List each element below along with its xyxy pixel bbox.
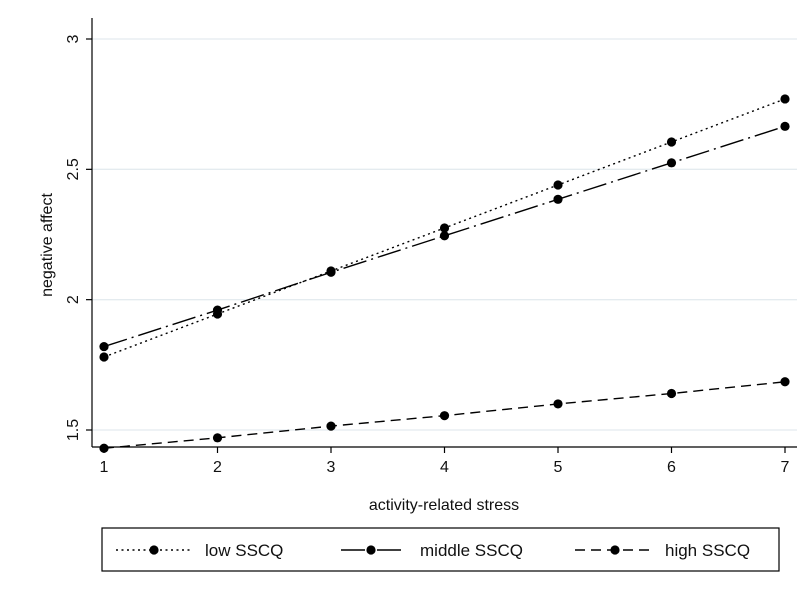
data-point: [99, 341, 109, 352]
data-point: [326, 267, 336, 277]
legend-label: low SSCQ: [205, 541, 283, 560]
y-axis-title: negative affect: [39, 193, 56, 297]
data-point: [666, 388, 677, 399]
legend-label: high SSCQ: [665, 541, 750, 560]
legend-marker: [149, 545, 159, 555]
data-point: [553, 399, 563, 409]
data-point: [780, 121, 790, 131]
legend-entry: high SSCQ: [575, 541, 750, 560]
legend-entry: low SSCQ: [116, 541, 283, 560]
series-high-sscq: [99, 377, 790, 453]
legend-marker: [610, 545, 620, 555]
series-group: [99, 94, 790, 453]
y-tick-label: 2.5: [65, 158, 82, 180]
y-tick-label: 3: [65, 34, 82, 43]
y-tick-label: 1.5: [65, 419, 82, 441]
data-point: [553, 180, 563, 190]
data-point: [553, 194, 563, 204]
data-point: [666, 158, 677, 168]
legend-label: middle SSCQ: [420, 541, 523, 560]
data-point: [439, 411, 450, 421]
data-point: [780, 377, 790, 387]
x-tick-label: 1: [100, 459, 109, 476]
data-point: [326, 421, 336, 431]
x-tick-label: 7: [781, 459, 790, 476]
data-point: [780, 94, 790, 104]
y-tick-label: 2: [65, 295, 82, 304]
data-point: [212, 305, 223, 315]
data-point: [212, 433, 223, 443]
series-middle-sscq: [99, 121, 790, 352]
data-point: [99, 352, 109, 362]
x-tick-label: 6: [667, 459, 676, 476]
legend: low SSCQ middle SSCQ high SSCQ: [101, 527, 780, 572]
x-tick-label: 4: [440, 459, 449, 476]
data-point: [99, 443, 109, 453]
data-point: [439, 223, 450, 233]
x-tick-label: 2: [213, 459, 222, 476]
legend-entry: middle SSCQ: [341, 541, 523, 560]
data-point: [666, 137, 677, 147]
legend-box: [101, 527, 780, 572]
data-point: [439, 231, 450, 241]
x-tick-label: 5: [554, 459, 563, 476]
gridlines: [92, 38, 797, 431]
axes: 1.5 2 2.5 3 1 2 3 4 5 6 7: [65, 18, 797, 476]
x-tick-label: 3: [327, 459, 336, 476]
x-axis-title: activity-related stress: [369, 497, 519, 514]
legend-marker: [366, 545, 376, 555]
